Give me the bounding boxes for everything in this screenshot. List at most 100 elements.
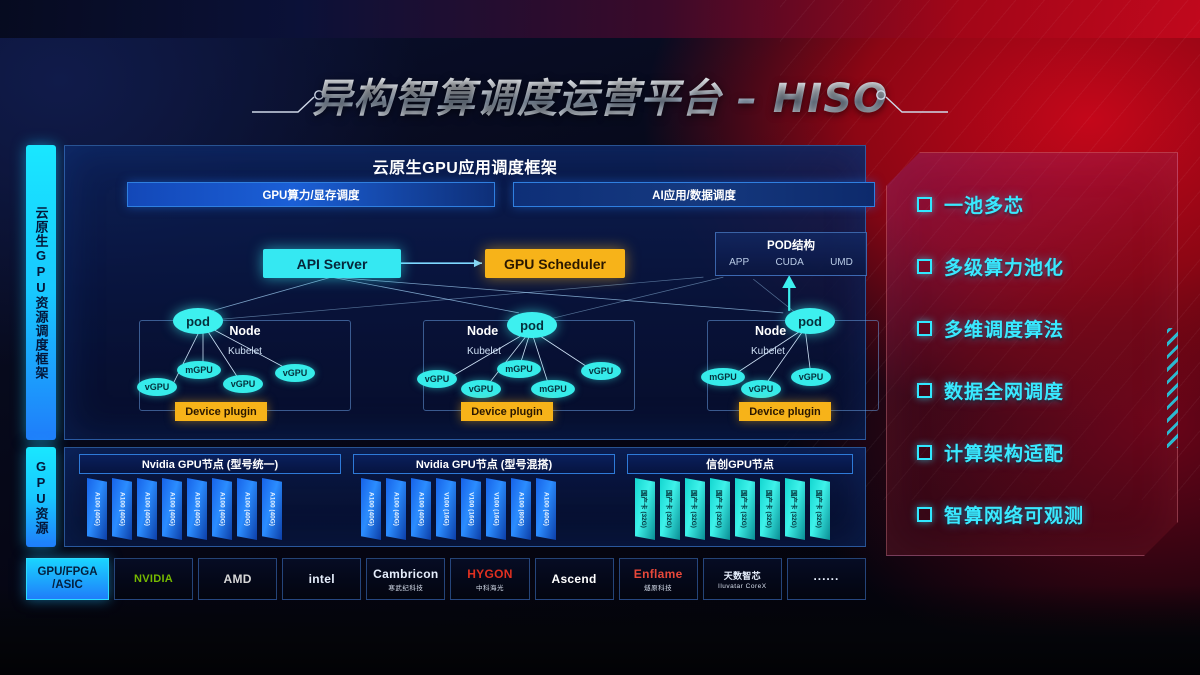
pod-badge[interactable]: pod [507, 312, 557, 338]
gpu-card[interactable]: A100 (40G) [137, 478, 157, 540]
checkbox-icon[interactable] [917, 197, 932, 212]
mgpu-badge[interactable]: mGPU [497, 360, 541, 378]
vgpu-badge[interactable]: vGPU [137, 378, 177, 396]
mgpu-badge[interactable]: mGPU [701, 368, 745, 386]
vgpu-badge[interactable]: vGPU [223, 375, 263, 393]
subbar-gpu-compute[interactable]: GPU算力/显存调度 [127, 182, 495, 207]
pod-item-cuda: CUDA [775, 257, 804, 268]
gpu-card-label: V100 (16G) [492, 492, 500, 526]
gpu-card[interactable]: A100 (40G) [411, 478, 431, 540]
vgpu-badge[interactable]: vGPU [275, 364, 315, 382]
vendor-logo-hygon[interactable]: HYGON 中科海光 [450, 558, 530, 600]
gpu-card[interactable]: 国产卡 (32G) [760, 478, 780, 540]
gpu-card-label: A100 (40G) [243, 492, 251, 526]
vendor-name: intel [308, 572, 335, 586]
gpu-card-label: 国产卡 (32G) [740, 490, 747, 528]
kubelet-label: Kubelet [228, 346, 262, 357]
checkbox-icon[interactable] [917, 321, 932, 336]
pod-structure-box: POD结构 APP CUDA UMD [715, 232, 867, 276]
gpu-card[interactable]: 国产卡 (32G) [660, 478, 680, 540]
mgpu-badge[interactable]: mGPU [177, 361, 221, 379]
feature-item-1[interactable]: 一池多芯 [917, 191, 1024, 218]
checkbox-icon[interactable] [917, 259, 932, 274]
feature-item-6[interactable]: 智算网络可观测 [917, 501, 1084, 528]
gpu-card-label: A100 (40G) [542, 492, 550, 526]
gpu-card[interactable]: 国产卡 (32G) [710, 478, 730, 540]
gpu-card[interactable]: A100 (80G) [511, 478, 531, 540]
gpu-card[interactable]: A100 (40G) [162, 478, 182, 540]
gpu-scheduler-button[interactable]: GPU Scheduler [485, 249, 625, 278]
gpu-card[interactable]: A100 (40G) [187, 478, 207, 540]
checkbox-icon[interactable] [917, 445, 932, 460]
gpu-card[interactable]: V100 (16G) [436, 478, 456, 540]
mgpu-badge[interactable]: mGPU [531, 380, 575, 398]
vgpu-badge[interactable]: vGPU [461, 380, 501, 398]
checkbox-icon[interactable] [917, 507, 932, 522]
checkbox-icon[interactable] [917, 383, 932, 398]
api-server-button[interactable]: API Server [263, 249, 401, 278]
feature-label: 智算网络可观测 [944, 506, 1085, 527]
gpu-card[interactable]: A100 (40G) [87, 478, 107, 540]
vgpu-badge[interactable]: vGPU [417, 370, 457, 388]
vendor-subname: 中科海光 [475, 584, 504, 592]
gpu-card[interactable]: A100 (40G) [212, 478, 232, 540]
feature-label: 多级算力池化 [944, 258, 1065, 279]
device-plugin-bar[interactable]: Device plugin [739, 402, 831, 421]
vgpu-badge[interactable]: vGPU [741, 380, 781, 398]
vendor-logo-nvidia[interactable]: NVIDIA [113, 558, 194, 600]
node-label: Node [467, 324, 499, 338]
gpu-group-header: Nvidia GPU节点 (型号混搭) [353, 454, 615, 474]
node-group-3: pod Node Kubelet mGPU vGPU vGPU Device p… [693, 306, 893, 421]
kubelet-label: Kubelet [467, 346, 501, 357]
vendor-logo-amd[interactable]: AMD [198, 558, 278, 600]
vendor-logo-cambricon[interactable]: Cambricon 寒武纪科技 [366, 558, 446, 600]
gpu-card-label: V100 (16G) [467, 492, 475, 526]
gpu-card[interactable]: 国产卡 (32G) [635, 478, 655, 540]
feature-item-4[interactable]: 数据全网调度 [917, 377, 1064, 404]
gpu-card-label: 国产卡 (32G) [640, 490, 647, 528]
pod-badge[interactable]: pod [785, 308, 835, 334]
gpu-card[interactable]: 国产卡 (32G) [785, 478, 805, 540]
gpu-card[interactable]: 国产卡 (32G) [810, 478, 830, 540]
pod-item-umd: UMD [830, 257, 853, 268]
vendor-logo--[interactable]: ······ [786, 558, 866, 600]
gpu-card-row-2: A100 (40G) A100 (40G) A100 (40G) V100 (16G)… [353, 478, 615, 540]
subbar-ai-app[interactable]: AI应用/数据调度 [513, 182, 875, 207]
feature-item-2[interactable]: 多级算力池化 [917, 253, 1064, 280]
gpu-card[interactable]: A100 (40G) [536, 478, 556, 540]
page-title: 异构智算调度运营平台 – HISO [0, 66, 1200, 124]
vertical-label-framework: 云原生GPU资源调度框架 [26, 145, 56, 440]
feature-label: 多维调度算法 [944, 320, 1065, 341]
vendor-name: HYGON [467, 566, 513, 581]
gpu-group-header: Nvidia GPU节点 (型号统一) [79, 454, 341, 474]
vendor-logo-intel[interactable]: intel [282, 558, 362, 600]
vendor-logo-天数智芯[interactable]: 天数智芯 Iluvatar CoreX [702, 558, 782, 600]
device-plugin-bar[interactable]: Device plugin [175, 402, 267, 421]
node-label: Node [229, 324, 261, 338]
feature-item-5[interactable]: 计算架构适配 [917, 439, 1064, 466]
gpu-card[interactable]: V100 (16G) [486, 478, 506, 540]
gpu-card[interactable]: A100 (40G) [112, 478, 132, 540]
gpu-card[interactable]: A100 (40G) [262, 478, 282, 540]
node-label: Node [755, 324, 787, 338]
gpu-card[interactable]: A100 (40G) [386, 478, 406, 540]
gpu-card[interactable]: 国产卡 (32G) [685, 478, 705, 540]
gpu-card[interactable]: A100 (40G) [361, 478, 381, 540]
gpu-card-label: A100 (40G) [118, 492, 126, 526]
node-group-1: pod Node Kubelet vGPU mGPU vGPU vGPU Dev… [125, 306, 365, 421]
pod-badge[interactable]: pod [173, 308, 223, 334]
gpu-card[interactable]: V100 (16G) [461, 478, 481, 540]
gpu-card-label: 国产卡 (32G) [690, 490, 697, 528]
vgpu-badge[interactable]: vGPU [791, 368, 831, 386]
gpu-card-label: A100 (40G) [367, 492, 375, 526]
vendor-logo-ascend[interactable]: Ascend [534, 558, 614, 600]
background-bottom-fade [0, 585, 1200, 675]
vgpu-badge[interactable]: vGPU [581, 362, 621, 380]
vendor-category-label: GPU/FPGA/ASIC [26, 558, 109, 600]
gpu-card-label: A100 (40G) [168, 492, 176, 526]
feature-item-3[interactable]: 多维调度算法 [917, 315, 1064, 342]
device-plugin-bar[interactable]: Device plugin [461, 402, 553, 421]
vendor-logo-enflame[interactable]: Enflame 燧原科技 [618, 558, 698, 600]
gpu-card[interactable]: A100 (40G) [237, 478, 257, 540]
gpu-card[interactable]: 国产卡 (32G) [735, 478, 755, 540]
